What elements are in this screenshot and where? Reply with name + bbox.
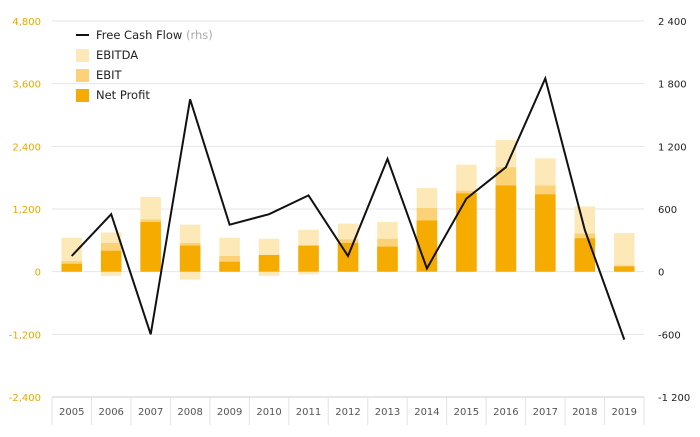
bar-neg-ebitda-2006	[101, 272, 122, 276]
x-tick-label-2009: 2009	[217, 407, 242, 418]
bar-neg-ebitda-2011	[298, 272, 319, 275]
x-tick-label-2017: 2017	[533, 407, 558, 418]
y-right-tick-label-0: -1 200	[658, 393, 690, 404]
y-left-tick-label-5: 3,600	[12, 80, 41, 91]
bar-net-profit-2015	[456, 193, 477, 271]
bar-net-profit-2011	[298, 246, 319, 272]
bar-net-profit-2009	[219, 262, 240, 272]
y-right-tick-label-1: -600	[658, 330, 681, 341]
legend: Free Cash Flow (rhs) EBITDA EBIT Net Profit	[76, 28, 213, 102]
bar-net-profit-2008	[180, 246, 201, 272]
y-left-tick-label-3: 1,200	[12, 205, 41, 216]
y-right-tick-label-2: 0	[658, 268, 664, 279]
x-axis: 2005 2006 2007 2008 2009 2010 2011 2012 2013 2014…	[52, 397, 644, 425]
bar-neg-ebitda-2008	[180, 272, 201, 280]
legend-swatch-ebitda	[76, 49, 89, 62]
legend-label-net-profit: Net Profit	[96, 88, 150, 102]
x-tick-label-2010: 2010	[256, 407, 281, 418]
y-left-tick-label-2: 0	[35, 268, 41, 279]
x-tick-label-2016: 2016	[493, 407, 518, 418]
y-axis-left: -2,400 -1,200 0 1,200 2,400 3,600 4,800	[9, 17, 41, 404]
y-right-tick-label-5: 1 800	[658, 80, 687, 91]
bar-net-profit-2005	[61, 264, 82, 272]
x-tick-label-2019: 2019	[612, 407, 637, 418]
bar-net-profit-2007	[140, 222, 161, 272]
bar-net-profit-2016	[496, 186, 517, 272]
y-left-tick-label-0: -2,400	[9, 393, 41, 404]
x-tick-label-2014: 2014	[414, 407, 439, 418]
x-tick-label-2006: 2006	[98, 407, 123, 418]
legend-label-free-cash-flow: Free Cash Flow (rhs)	[96, 28, 213, 42]
x-tick-label-2005: 2005	[59, 407, 84, 418]
bar-net-profit-2019	[614, 266, 635, 271]
bar-net-profit-2006	[101, 251, 122, 272]
y-right-tick-label-4: 1 200	[658, 142, 687, 153]
y-left-tick-label-1: -1,200	[9, 330, 41, 341]
y-right-tick-label-3: 600	[658, 205, 677, 216]
x-tick-label-2018: 2018	[572, 407, 597, 418]
bars-group	[61, 140, 634, 279]
bar-net-profit-2017	[535, 194, 556, 271]
legend-swatch-ebit	[76, 69, 89, 82]
legend-swatch-net-profit	[76, 89, 89, 102]
bar-net-profit-2018	[575, 238, 596, 271]
legend-label-ebit: EBIT	[96, 68, 123, 82]
y-right-tick-label-6: 2 400	[658, 17, 687, 28]
x-tick-label-2013: 2013	[375, 407, 400, 418]
x-tick-label-2007: 2007	[138, 407, 163, 418]
y-left-tick-label-6: 4,800	[12, 17, 41, 28]
bar-net-profit-2013	[377, 247, 398, 272]
legend-label-ebitda: EBITDA	[96, 48, 138, 62]
y-axis-right: -1 200 -600 0 600 1 200 1 800 2 400	[658, 17, 690, 404]
x-tick-label-2015: 2015	[454, 407, 479, 418]
x-tick-label-2011: 2011	[296, 407, 321, 418]
x-tick-label-2012: 2012	[335, 407, 360, 418]
bar-net-profit-2010	[259, 255, 280, 272]
legend-note-free-cash-flow: (rhs)	[182, 28, 212, 42]
x-tick-label-2008: 2008	[177, 407, 202, 418]
y-left-tick-label-4: 2,400	[12, 142, 41, 153]
bar-neg-ebitda-2010	[259, 272, 280, 276]
